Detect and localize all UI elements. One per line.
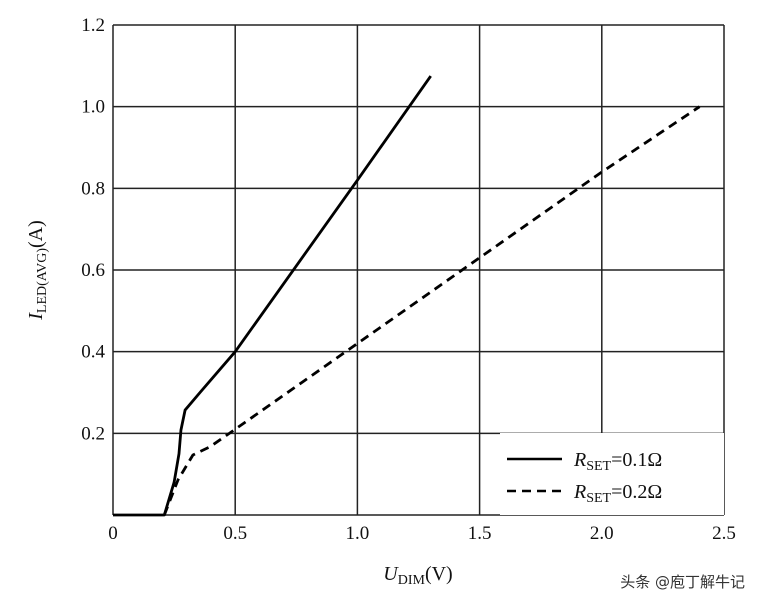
ticks: 0 0.5 1.0 1.5 2.0 2.5 0.2 0.4 0.6 0.8 1.0 1.2 [81,15,736,544]
x-tick-label: 2.5 [712,523,736,544]
y-tick-label: 0.2 [81,423,105,444]
x-tick-label: 0 [108,523,118,544]
x-tick-label: 2.0 [590,523,614,544]
y-tick-label: 0.8 [81,178,105,199]
legend-box [500,433,724,515]
y-axis-label: ILED(AVG)(A) [25,220,50,321]
legend: RSET=0.1Ω RSET=0.2Ω [500,433,724,515]
y-tick-label: 1.2 [81,15,105,36]
x-tick-label: 0.5 [223,523,247,544]
series-line-1 [113,75,432,517]
legend-entry-1: RSET=0.1Ω [573,449,662,474]
legend-entry-2: RSET=0.2Ω [573,481,662,506]
y-tick-label: 0.4 [81,342,105,363]
y-tick-label: 0.6 [81,260,105,281]
x-tick-label: 1.5 [468,523,492,544]
x-tick-label: 1.0 [346,523,370,544]
y-tick-label: 1.0 [81,97,105,118]
series-line-2 [163,105,701,516]
watermark: 头条 @庖丁解牛记 [620,573,745,591]
x-axis-label: UDIM(V) [383,563,452,588]
series-lines [113,75,701,517]
